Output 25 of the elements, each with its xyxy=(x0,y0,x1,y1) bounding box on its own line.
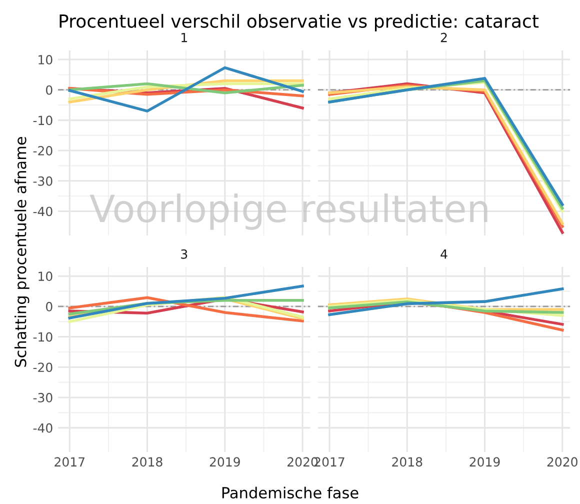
y-tick-label: 10 xyxy=(38,272,52,282)
y-tick-label: 0 xyxy=(46,302,52,312)
y-tick-label: 10 xyxy=(38,54,52,64)
y-tick-label: -10 xyxy=(33,332,52,342)
chart-title: 1 xyxy=(182,32,187,42)
chart-title: 2 xyxy=(440,32,447,42)
y-tick-label: -30 xyxy=(33,176,52,186)
x-tick-label: 2020 xyxy=(547,457,578,467)
y-tick-label: 0 xyxy=(46,85,52,95)
y-axis-title: Schatting procentuele afname xyxy=(14,136,30,367)
chart-title: 4 xyxy=(440,250,448,259)
chart-title: 3 xyxy=(181,249,188,259)
x-tick-label: 2019 xyxy=(210,457,240,467)
x-tick-label: 2018 xyxy=(392,457,422,467)
y-tick-label: -20 xyxy=(33,362,52,372)
y-tick-label: -20 xyxy=(33,146,52,156)
text: Procentueel verschil observatie vs predictie: cataract xyxy=(60,14,539,32)
y-tick-label: -30 xyxy=(33,392,52,402)
y-tick-label: -10 xyxy=(33,116,52,126)
x-tick-label: 2018 xyxy=(132,457,162,467)
y-tick-label: -40 xyxy=(33,206,52,216)
x-axis-title: Pandemische fase xyxy=(222,486,358,499)
x-tick-label: 2019 xyxy=(470,457,500,467)
x-tick-label: 2017 xyxy=(54,457,84,467)
y-tick-label: -40 xyxy=(33,423,52,433)
